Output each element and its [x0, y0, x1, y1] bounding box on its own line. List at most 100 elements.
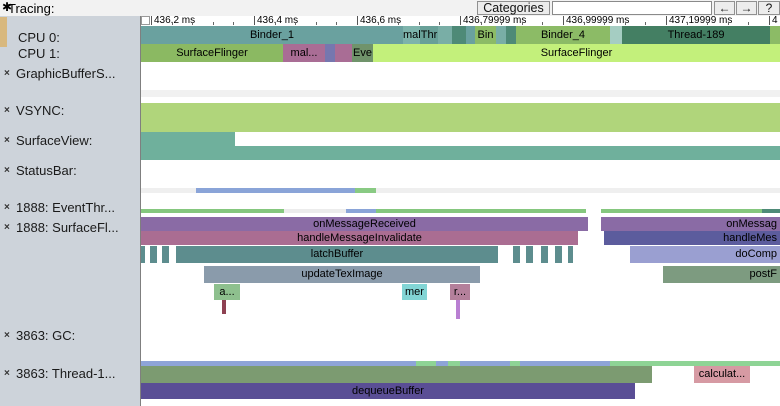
cpu0-segment[interactable] [496, 26, 506, 44]
surfaceview-main-segment[interactable] [141, 146, 780, 160]
latchbuffer-segment[interactable] [568, 246, 573, 263]
sidebar-row[interactable]: × 1888: SurfaceFl... [0, 220, 140, 235]
thread1-strip-segment[interactable] [520, 361, 610, 366]
slice-blocks-segment[interactable]: mer [402, 284, 427, 300]
cpu0-segment[interactable] [438, 26, 452, 44]
cpu1-segment[interactable]: mal... [283, 44, 325, 62]
slice-blocks-segment[interactable]: a... [214, 284, 240, 300]
cpu0-segment[interactable] [452, 26, 466, 44]
sidebar-row[interactable]: × 3863: Thread-1... [0, 366, 140, 381]
eventthread-strip-segment[interactable] [376, 209, 586, 213]
eventthread-strip-segment[interactable] [284, 209, 346, 213]
latchbuffer-segment[interactable] [150, 246, 157, 263]
latchbuffer-segment[interactable] [141, 246, 145, 263]
cpu1-segment[interactable]: SurfaceFlinger [373, 44, 780, 62]
latchbuffer-segment[interactable] [541, 246, 548, 263]
thread1-strip-segment[interactable] [460, 361, 510, 366]
minor-tick [398, 22, 399, 25]
thread1-strip-segment[interactable] [510, 361, 520, 366]
minor-tick [172, 22, 173, 25]
statusbar-strip-segment[interactable] [355, 188, 376, 193]
app-icon: ✱ [2, 0, 13, 14]
minor-tick [522, 22, 523, 25]
close-row-icon[interactable]: × [4, 68, 10, 79]
sidebar-row[interactable]: × StatusBar: [0, 163, 140, 178]
close-row-icon[interactable]: × [4, 135, 10, 146]
onmessage-segment[interactable]: onMessag [601, 217, 780, 231]
track-label: 1888: SurfaceFl... [16, 220, 119, 235]
latchbuffer-segment[interactable] [162, 246, 169, 263]
latchbuffer-segment[interactable]: doComp [630, 246, 780, 263]
nav-back-button[interactable]: ← [714, 1, 735, 15]
sidebar-row[interactable]: × 1888: EventThr... [0, 200, 140, 215]
latchbuffer-segment[interactable] [513, 246, 520, 263]
cpu0-segment[interactable] [466, 26, 475, 44]
cpu0-segment[interactable] [506, 26, 516, 44]
onmessage-segment[interactable]: onMessageReceived [141, 217, 588, 231]
eventthread-strip-segment[interactable] [346, 209, 376, 213]
thread1-strip-segment[interactable] [610, 361, 780, 366]
eventthread-strip-segment[interactable] [762, 209, 780, 213]
sidebar-row[interactable]: × GraphicBufferS... [0, 66, 140, 81]
thread1-main-segment[interactable]: calculat... [694, 366, 750, 383]
handlemessage-segment[interactable]: handleMessageInvalidate [141, 231, 578, 245]
latchbuffer-segment[interactable]: latchBuffer [176, 246, 498, 263]
thread1-strip-segment[interactable] [448, 361, 460, 366]
latchbuffer-segment[interactable] [526, 246, 533, 263]
dequeue-segment[interactable]: dequeueBuffer [141, 383, 635, 399]
sidebar-row[interactable]: CPU 1: [0, 46, 140, 61]
close-row-icon[interactable]: × [4, 202, 10, 213]
cpu1-segment[interactable] [335, 44, 352, 62]
graphicbuffer-strip-segment[interactable] [141, 90, 780, 97]
sidebar-row[interactable]: × SurfaceView: [0, 133, 140, 148]
nav-forward-button[interactable]: → [736, 1, 757, 15]
sidebar-row[interactable]: CPU 0: [0, 30, 140, 45]
track-label: 3863: GC: [16, 328, 76, 343]
thread1-strip-segment[interactable] [436, 361, 448, 366]
cpu0-segment[interactable]: Thread-189 [622, 26, 770, 44]
handlemessage-segment[interactable]: handleMes [604, 231, 780, 245]
cpu0-segment[interactable] [610, 26, 622, 44]
sidebar-divider [140, 16, 141, 406]
eventthread-strip-segment[interactable] [601, 209, 762, 213]
sidebar-row[interactable]: × VSYNC: [0, 103, 140, 118]
surfaceview-upper-segment[interactable] [141, 132, 235, 146]
thread1-main-segment[interactable] [141, 366, 652, 383]
thread1-strip-segment[interactable] [141, 361, 416, 366]
updatetex-segment[interactable]: updateTexImage [204, 266, 480, 283]
track-label: SurfaceView: [16, 133, 93, 148]
track-label: 3863: Thread-1... [16, 366, 116, 381]
statusbar-strip-segment[interactable] [141, 188, 780, 193]
eventthread-strip-segment[interactable] [141, 209, 284, 213]
minor-tick [336, 22, 337, 25]
close-row-icon[interactable]: × [4, 222, 10, 233]
updatetex-segment[interactable]: postF [663, 266, 780, 283]
time-tick-label: 437.19999 ms [669, 15, 733, 26]
thread1-strip-segment[interactable] [416, 361, 436, 366]
cpu1-segment[interactable]: Eve [352, 44, 373, 62]
close-row-icon[interactable]: × [4, 105, 10, 116]
close-row-icon[interactable]: × [4, 368, 10, 379]
cpu0-segment[interactable] [770, 26, 780, 44]
cpu0-segment[interactable]: Binder_1 [141, 26, 403, 44]
vsync-segment[interactable] [141, 103, 780, 132]
latchbuffer-segment[interactable] [555, 246, 562, 263]
cpu0-segment[interactable]: mal [403, 26, 420, 44]
sidebar-row[interactable]: × 3863: GC: [0, 328, 140, 343]
cpu0-segment[interactable]: Binder_4 [516, 26, 610, 44]
slice-blocks-segment[interactable]: r... [450, 284, 470, 300]
close-row-icon[interactable]: × [4, 165, 10, 176]
close-row-icon[interactable]: × [4, 330, 10, 341]
track-sidebar: CPU 0: CPU 1: × GraphicBufferS... × VSYNC: × Su… [0, 16, 140, 406]
cpu1-segment[interactable] [325, 44, 335, 62]
cpu1-segment[interactable]: SurfaceFlinger [141, 44, 283, 62]
cpu0-segment[interactable]: Thr [420, 26, 438, 44]
search-input[interactable] [552, 1, 712, 15]
minor-tick [439, 22, 440, 25]
statusbar-strip-segment[interactable] [196, 188, 355, 193]
cpu0-segment[interactable]: Bin [475, 26, 496, 44]
categories-button[interactable]: Categories [477, 1, 550, 15]
slice-stems-segment[interactable] [456, 300, 460, 319]
slice-stems-segment[interactable] [222, 300, 226, 314]
